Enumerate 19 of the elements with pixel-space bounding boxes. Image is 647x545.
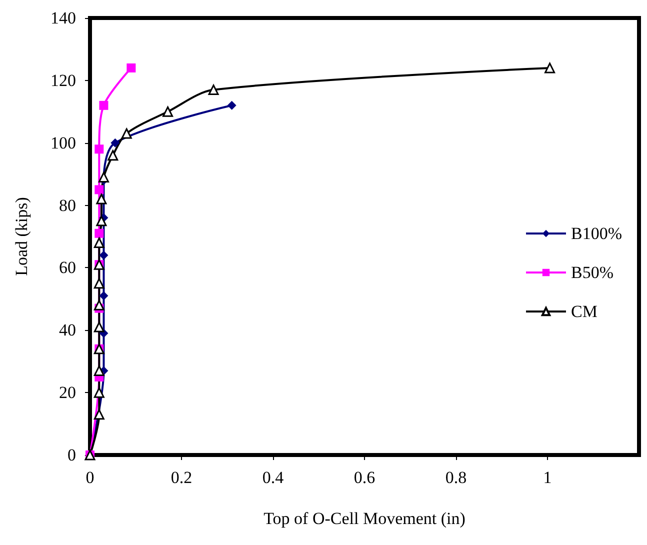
y-tick-label: 60 <box>59 258 76 278</box>
x-tick-label: 0.4 <box>262 468 284 487</box>
x-tick-label: 1 <box>543 468 552 487</box>
x-tick-label: 0.8 <box>445 468 467 487</box>
x-tick-label: 0.6 <box>354 468 376 487</box>
y-tick-label: 100 <box>50 133 76 152</box>
x-tick-label: 0 <box>86 468 94 487</box>
y-tick-label: 120 <box>50 70 76 90</box>
legend-label: B50% <box>571 263 614 282</box>
y-axis-title: Load (kips) <box>12 197 31 276</box>
legend-label: CM <box>571 302 598 321</box>
legend-label: B100% <box>571 224 622 243</box>
y-tick-label: 80 <box>59 196 76 215</box>
y-tick-label: 0 <box>68 446 76 464</box>
y-tick-label: 40 <box>59 320 76 340</box>
y-tick-label: 20 <box>59 383 76 402</box>
y-tick-label: 140 <box>50 8 76 28</box>
x-tick-label: 0.2 <box>170 468 192 487</box>
x-axis-title: Top of O-Cell Movement (in) <box>264 509 466 528</box>
